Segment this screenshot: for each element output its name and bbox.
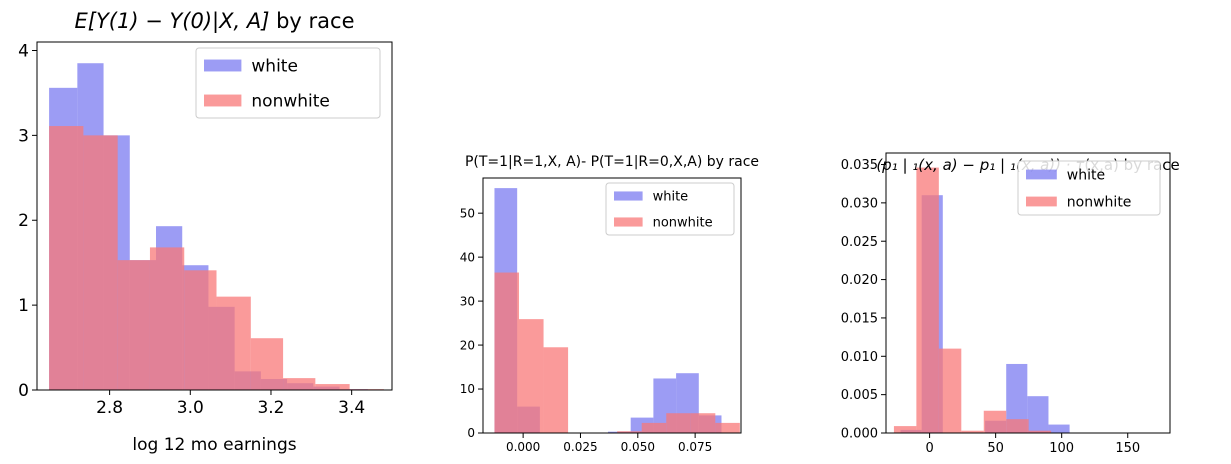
chart-panel-1: 2.8 3.0 3.2 3.4 0 1 2 3 4 E[Y(1) − Y(0)|X, A] by …: [18, 9, 393, 455]
y-tick-label: 30: [460, 294, 475, 308]
y-tick-label: 10: [460, 382, 475, 396]
chart-title-text: by race: [269, 9, 354, 33]
bar-white-7: [1048, 424, 1070, 433]
y-tick-label: 2: [18, 211, 29, 231]
bar-nonwhite-6: [250, 338, 284, 390]
y-tick-label: 0.015: [841, 311, 878, 326]
y-tick-label: 4: [18, 41, 29, 61]
bar-nonwhite-0: [494, 272, 520, 433]
bar-white-6: [1027, 396, 1049, 433]
bar-nonwhite-3: [961, 430, 984, 433]
bar-nonwhite-1: [916, 167, 939, 433]
bar-nonwhite-7: [666, 413, 691, 433]
x-tick-label: 0.000: [506, 440, 540, 454]
y-tick-label: 0.020: [841, 273, 878, 288]
y-tick-label: 0.010: [841, 350, 878, 365]
chart-title-math: E[Y(1) − Y(0)|X, A]: [74, 9, 269, 34]
x-tick-label: 0.075: [678, 440, 712, 454]
bar-nonwhite-8: [690, 413, 716, 433]
chart-title: E[Y(1) − Y(0)|X, A] by race: [74, 9, 354, 34]
y-tick-label: 0.005: [841, 388, 878, 403]
bar-nonwhite-0: [893, 426, 917, 433]
bar-nonwhite-6: [1028, 430, 1052, 433]
legend-frame: [195, 47, 381, 119]
axes-frame: [482, 177, 742, 434]
y-tick-label: 1: [18, 296, 29, 316]
x-tick-label: 50: [987, 441, 1004, 456]
legend-swatch-nonwhite: [614, 217, 643, 227]
x-tick-label: 0.050: [621, 440, 655, 454]
y-tick-label: 20: [460, 338, 475, 352]
x-tick-label: 3.0: [177, 398, 204, 418]
legend-label-nonwhite: nonwhite: [1067, 194, 1132, 210]
legend-swatch-white: [614, 191, 643, 201]
y-tick-label: 0: [18, 381, 29, 401]
bar-nonwhite-5: [216, 296, 251, 390]
legend-label-nonwhite: nonwhite: [653, 216, 713, 231]
legend-label-nonwhite: nonwhite: [251, 91, 329, 111]
y-tick-label: 0: [467, 426, 475, 440]
y-tick-label: 40: [460, 250, 475, 264]
x-tick-label: 3.4: [338, 398, 365, 418]
bar-nonwhite-5: [1006, 419, 1029, 433]
bar-nonwhite-0: [49, 126, 84, 390]
bar-white-5: [1006, 363, 1028, 433]
y-tick-label: 0.035: [841, 158, 878, 173]
x-tick-label: 150: [1115, 441, 1140, 456]
x-tick-label: 100: [1049, 441, 1074, 456]
bar-nonwhite-8: [315, 384, 350, 390]
legend-label-white: white: [1067, 167, 1105, 183]
legend: white nonwhite: [195, 47, 381, 119]
legend-swatch-nonwhite: [204, 94, 242, 107]
bar-nonwhite-2: [938, 348, 962, 433]
bar-nonwhite-6: [641, 422, 667, 433]
bar-nonwhite-9: [715, 422, 740, 433]
axes-frame: [36, 41, 393, 391]
axes-frame: [885, 152, 1171, 434]
y-tick-label: 0.025: [841, 235, 878, 250]
legend-label-white: white: [251, 56, 298, 76]
x-axis-label: log 12 mo earnings: [132, 435, 296, 455]
legend-swatch-white: [204, 59, 242, 72]
legend-swatch-white: [1026, 169, 1057, 180]
bar-nonwhite-7: [283, 378, 316, 390]
bar-nonwhite-1: [83, 135, 118, 390]
bar-nonwhite-5: [617, 431, 642, 433]
bar-nonwhite-2: [117, 260, 150, 390]
chart-panel-3: 0 50 100 150 0.000 0.005 0.010 0.015 0.020 0.025 0…: [841, 152, 1180, 456]
legend-swatch-nonwhite: [1026, 196, 1057, 207]
bar-nonwhite-4: [983, 410, 1007, 433]
y-tick-label: 50: [460, 206, 475, 220]
x-tick-label: 3.2: [257, 398, 284, 418]
chart-title: P(T=1|R=1,X, A)- P(T=1|R=0,X,A) by race: [465, 154, 759, 170]
chart-panel-2: 0.000 0.025 0.050 0.075 0 10 20 30 40 50 P(T=1|R=1…: [460, 154, 759, 454]
series-nonwhite: [494, 272, 740, 433]
x-tick-label: 0: [925, 441, 933, 456]
x-tick-label: 0.025: [563, 440, 597, 454]
bar-nonwhite-3: [149, 247, 185, 390]
legend: white nonwhite: [1017, 160, 1161, 216]
bar-nonwhite-2: [543, 347, 569, 433]
series-nonwhite: [893, 167, 1052, 433]
y-tick-label: 0.030: [841, 196, 878, 211]
legend-label-white: white: [653, 190, 689, 205]
y-tick-label: 0.000: [841, 427, 878, 442]
bar-nonwhite-4: [184, 270, 217, 390]
bar-nonwhite-1: [519, 319, 544, 433]
series-nonwhite: [49, 126, 384, 390]
x-tick-label: 2.8: [96, 398, 123, 418]
legend: white nonwhite: [605, 182, 735, 236]
y-tick-label: 3: [18, 126, 29, 146]
